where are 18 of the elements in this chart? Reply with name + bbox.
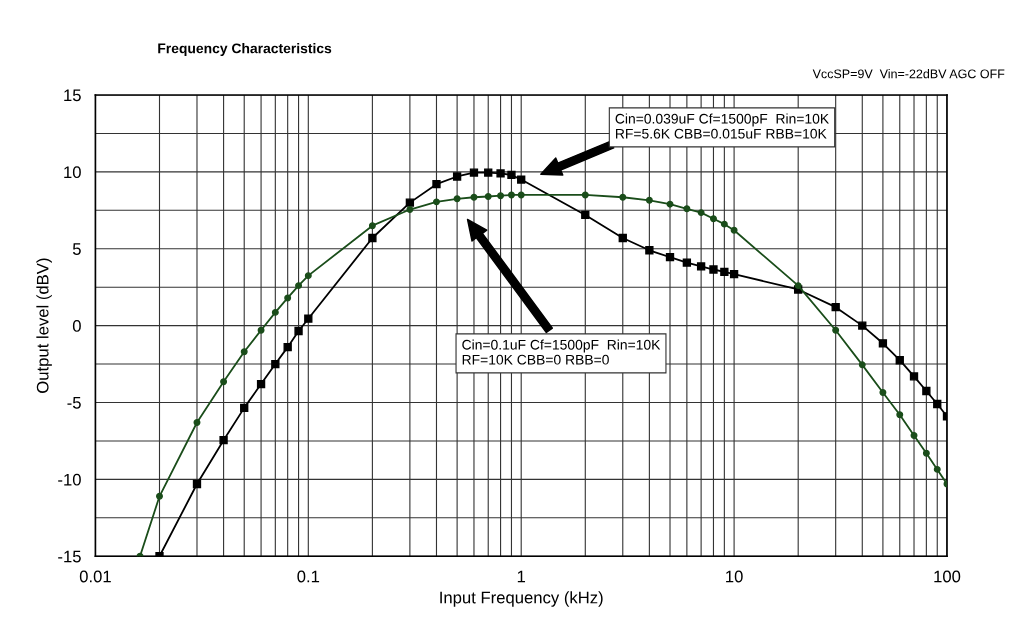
x-tick-label: 0.01 bbox=[79, 570, 111, 583]
y-tick-label: 0 bbox=[72, 320, 81, 332]
annotation: Cin=0.1uF Cf=1500pF Rin=10K RF=10K CBB=0 RBB=0 bbox=[462, 339, 661, 365]
x-tick-label: 100 bbox=[934, 570, 961, 583]
chart-subtitle: VccSP=9V Vin=-22dBV AGC OFF bbox=[812, 69, 1005, 79]
y-tick-label: 5 bbox=[72, 243, 81, 255]
annotation: Cin=0.039uF Cf=1500pF Rin=10K RF=5.6K CBB=0.015uF RBB=10K bbox=[615, 113, 829, 139]
chart-title: Frequency Characteristics bbox=[158, 43, 332, 57]
y-tick-label: -5 bbox=[67, 397, 81, 409]
y-tick-label: -10 bbox=[58, 473, 81, 486]
y-tick-label: 10 bbox=[64, 166, 81, 179]
y-tick-label: 15 bbox=[64, 89, 81, 102]
x-tick-label: 10 bbox=[726, 570, 743, 583]
x-tick-label: 1 bbox=[517, 570, 526, 583]
x-tick-label: 0.1 bbox=[297, 570, 320, 583]
y-tick-label: -15 bbox=[58, 550, 81, 563]
x-axis-title: Input Frequency (kHz) bbox=[440, 591, 603, 607]
y-axis-title: Output level (dBV) bbox=[36, 258, 52, 393]
